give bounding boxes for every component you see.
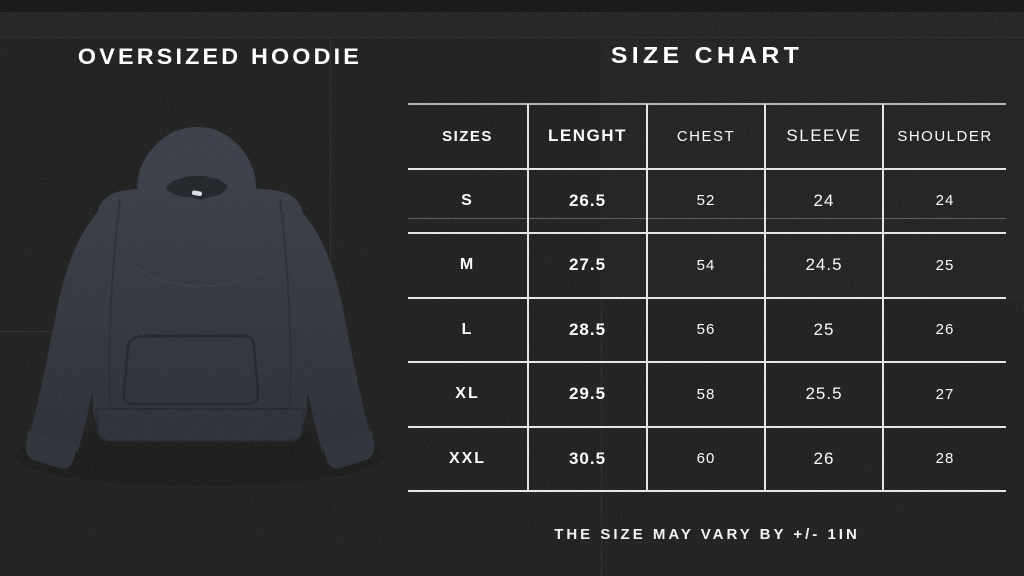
shoulder-value: 25	[882, 232, 1006, 297]
size-label: L	[408, 296, 527, 362]
length-value: 28.5	[527, 296, 646, 361]
kangaroo-pocket	[122, 334, 260, 406]
sleeve-value: 24	[764, 167, 882, 232]
column-header-shoulder: SHOULDER	[882, 103, 1006, 168]
chest-value: 54	[646, 232, 764, 297]
size-chart-table: SIZES LENGHT CHEST SLEEVE SHOULDER S 26.…	[408, 103, 1006, 492]
shoulder-value: 24	[882, 167, 1006, 232]
hoodie-illustration	[15, 126, 385, 486]
length-value: 29.5	[527, 361, 646, 426]
column-header-length: LENGHT	[527, 103, 646, 168]
hoodie-product-image	[8, 104, 392, 496]
chest-value: 52	[646, 167, 764, 232]
length-value: 30.5	[527, 425, 646, 490]
size-variance-note: THE SIZE MAY VARY BY +/- 1IN	[554, 526, 860, 543]
shoulder-value: 28	[882, 425, 1006, 490]
chest-value: 60	[646, 425, 764, 490]
size-label: XL	[408, 361, 527, 426]
size-label: XXL	[408, 425, 527, 491]
shoulder-value: 26	[882, 296, 1006, 361]
size-chart-title: SIZE CHART	[610, 42, 804, 68]
sleeve-value: 25.5	[764, 361, 882, 426]
top-black-bar	[0, 0, 1024, 12]
size-label: M	[408, 232, 527, 297]
product-title: OVERSIZED HOODIE	[77, 44, 363, 69]
chest-value: 58	[646, 361, 764, 426]
size-label: S	[408, 167, 527, 233]
texture-seam	[0, 37, 1024, 38]
column-header-sizes: SIZES	[408, 103, 527, 168]
shoulder-value: 27	[882, 361, 1006, 426]
sleeve-value: 26	[764, 425, 882, 490]
length-value: 26.5	[527, 167, 646, 232]
column-header-chest: CHEST	[646, 103, 764, 168]
sleeve-value: 25	[764, 296, 882, 361]
chest-value: 56	[646, 296, 764, 361]
sleeve-value: 24.5	[764, 232, 882, 297]
column-header-sleeve: SLEEVE	[764, 103, 882, 168]
hem-ribbing	[95, 408, 305, 442]
texture-patch	[0, 12, 1024, 37]
length-value: 27.5	[527, 232, 646, 297]
